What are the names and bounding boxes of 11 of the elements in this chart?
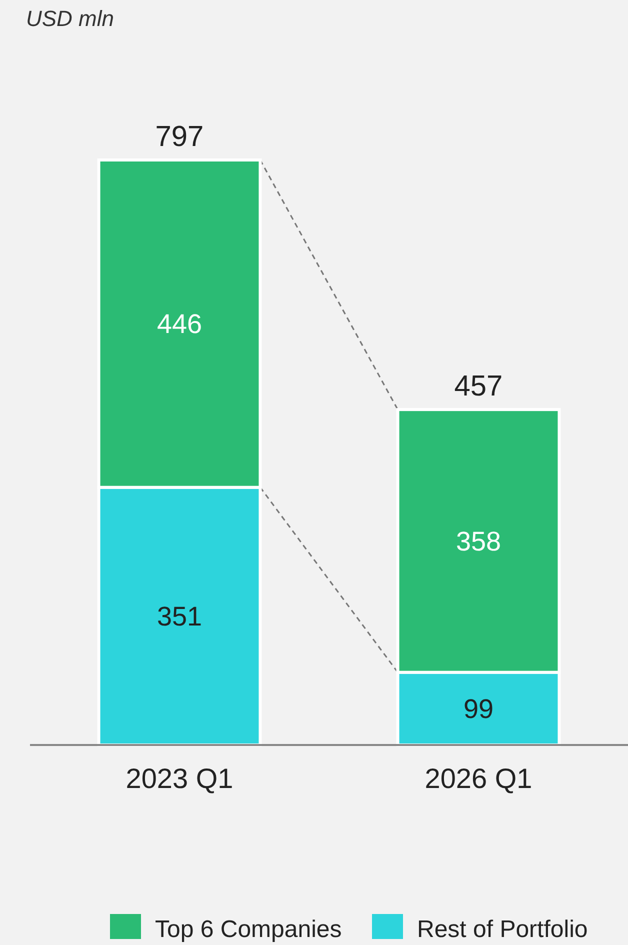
data-label: 99 (463, 694, 494, 724)
total-label: 457 (454, 370, 503, 403)
text: USD mln (26, 6, 114, 31)
data-label: 351 (156, 602, 202, 632)
x-tick-label: 2026 Q1 (424, 763, 532, 794)
data-label: 358 (456, 526, 502, 556)
x-tick-label: 2023 Q1 (126, 763, 234, 794)
total-label: 797 (155, 121, 204, 153)
legend-label: Rest of Portfolio (417, 916, 588, 943)
data-label: 446 (156, 309, 202, 340)
legend-label: Top 6 Companies (155, 916, 342, 943)
